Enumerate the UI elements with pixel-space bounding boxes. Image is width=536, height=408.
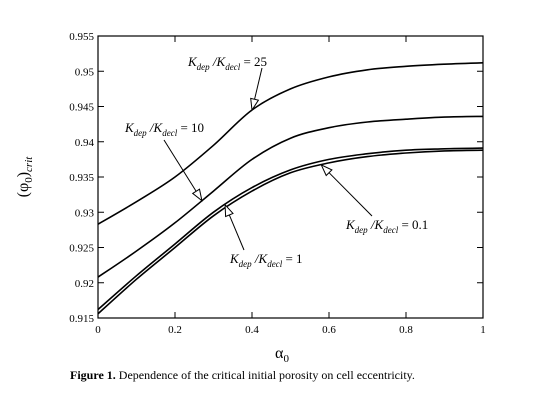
annotation-label: Kdep /Kdecl = 25 [187,54,267,72]
annotation-leader [163,139,197,192]
annotation-label: Kdep /Kdecl = 10 [124,120,204,138]
annotation-leader [228,214,245,251]
annotation-label: Kdep /Kdecl = 1 [229,251,303,269]
series-line [97,115,484,278]
y-tick-label: 0.93 [75,207,95,219]
series-line [97,147,484,311]
y-tick-label: 0.925 [69,243,94,255]
series-line [97,62,484,225]
annotation-arrowhead [320,163,333,177]
y-tick-label: 0.955 [69,31,94,43]
annotation-leader [254,67,263,100]
y-tick-label: 0.945 [69,102,94,114]
x-tick-label: 1 [480,324,486,336]
x-tick-label: 0.6 [322,324,336,336]
y-tick-label: 0.915 [69,313,94,325]
series-line [97,149,484,315]
annotation-leader [328,172,373,217]
figure-caption: Figure 1. Dependence of the critical ini… [70,368,415,383]
annotation-label: Kdep /Kdecl = 0.1 [345,217,428,235]
x-tick-label: 0.8 [399,324,413,336]
x-tick-label: 0.4 [245,324,259,336]
y-tick-label: 0.95 [75,66,95,78]
plot-frame [97,35,484,319]
caption-text: Dependence of the critical initial poros… [118,368,415,382]
caption-label: Figure 1. [70,368,116,382]
x-axis-label: α0 [275,345,289,365]
x-tick-label: 0.2 [168,324,182,336]
annotation-arrowhead [191,188,203,202]
axis-ticks: 0.915 0.92 0.925 0.93 0.935 0.94 0.945 0.95 0.95… [69,31,486,336]
x-tick-label: 0 [95,324,101,336]
y-tick-label: 0.92 [75,278,94,290]
y-tick-label: 0.935 [69,172,94,184]
annotations: Kdep /Kdecl = 25 Kdep /Kdecl = 10 Kdep /Kd… [124,54,428,269]
y-axis-label: (φ0)crit [15,156,35,198]
y-tick-label: 0.94 [75,137,95,149]
series-lines [97,62,484,315]
annotation-arrowhead [250,97,260,112]
annotation-arrowhead [224,203,234,218]
